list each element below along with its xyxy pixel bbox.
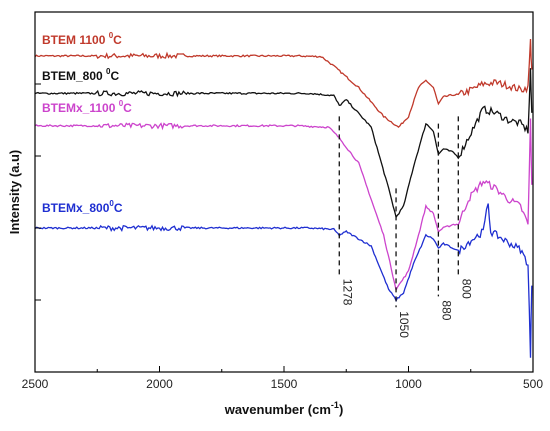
x-axis: 2500 2000 1500 1000 500 [22,366,543,391]
series-line-1 [34,38,533,128]
y-axis [35,83,41,373]
x-axis-title: wavenumber (cm-1) [224,400,344,417]
peak-label-1050: 1050 [397,311,411,338]
x-axis-title-sup: -1 [331,400,339,410]
x-axis-title-main: wavenumber (cm [224,402,331,417]
series-label-3: BTEMx_1100 0C [42,99,132,115]
peak-label-1278: 1278 [340,279,354,306]
x-tick-label-1000: 1000 [395,377,422,391]
x-tick-label-2000: 2000 [146,377,173,391]
series-label-4: BTEMx_8000C [42,199,123,215]
x-axis-title-end: ) [339,402,343,417]
peak-label-800: 800 [459,279,473,299]
x-tick-label-1500: 1500 [271,377,298,391]
series-labels: BTEM 1100 0C BTEM_800 0C BTEMx_1100 0C BTEM… [42,31,132,215]
series-line-3 [34,118,533,292]
series-label-2: BTEM_800 0C [42,67,119,83]
x-tick-label-500: 500 [523,377,543,391]
series-layer [34,38,533,358]
series-label-1: BTEM 1100 0C [42,31,122,47]
x-tick-label-2500: 2500 [22,377,49,391]
peak-label-880: 880 [439,300,453,320]
series-line-4 [34,203,533,358]
y-axis-title: Intensity (a.u) [7,150,22,235]
series-line-2 [34,68,533,219]
peak-marker-layer: 1278 1050 880 800 [338,116,473,338]
